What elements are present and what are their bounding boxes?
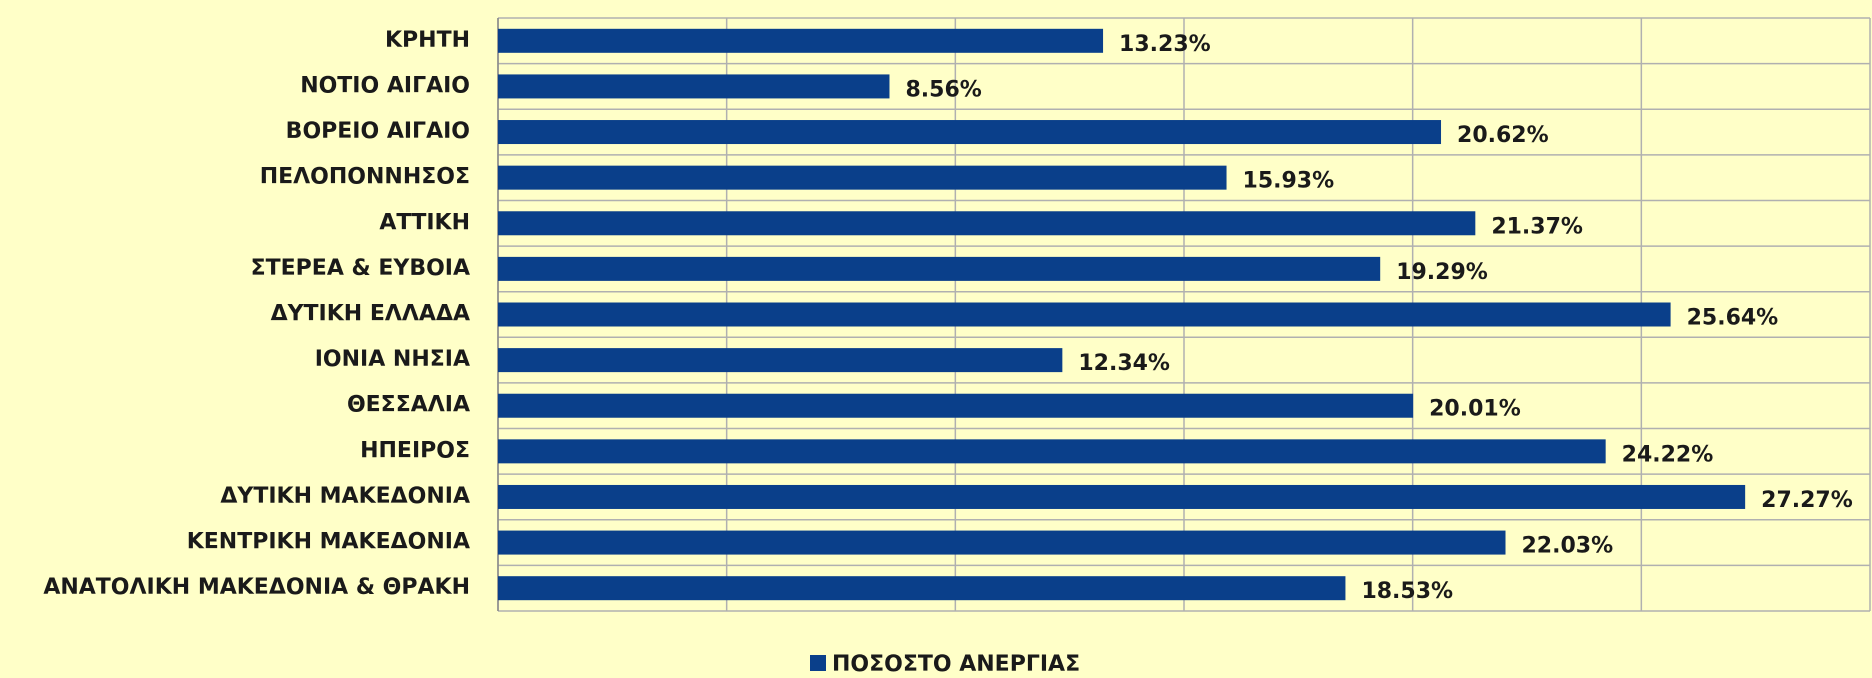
y-tick-label: ΑΤΤΙΚΗ <box>379 210 470 235</box>
value-label: 12.34% <box>1078 351 1170 376</box>
bar <box>498 484 1746 509</box>
y-tick-label: ΔΥΤΙΚΗ ΕΛΛΑΔΑ <box>271 302 470 327</box>
legend-label: ΠΟΣΟΣΤΟ ΑΝΕΡΓΙΑΣ <box>832 652 1080 677</box>
value-label: 27.27% <box>1761 488 1853 513</box>
bar <box>498 393 1414 418</box>
value-label: 8.56% <box>905 77 981 102</box>
bar <box>498 256 1381 281</box>
bar <box>498 348 1063 373</box>
y-tick-label: ΘΕΣΣΑΛΙΑ <box>347 393 470 418</box>
value-label: 18.53% <box>1361 579 1453 604</box>
y-tick-label: ΚΕΝΤΡΙΚΗ ΜΑΚΕΔΟΝΙΑ <box>187 530 470 555</box>
bar <box>498 576 1346 601</box>
bar <box>498 165 1227 190</box>
bar <box>498 120 1442 145</box>
y-tick-label: ΑΝΑΤΟΛΙΚΗ ΜΑΚΕΔΟΝΙΑ & ΘΡΑΚΗ <box>43 575 470 600</box>
value-label: 15.93% <box>1243 169 1335 194</box>
legend-swatch <box>810 655 826 671</box>
bar <box>498 74 890 99</box>
bar <box>498 439 1606 464</box>
y-tick-label: ΝΟΤΙΟ ΑΙΓΑΙΟ <box>300 73 470 98</box>
value-label: 22.03% <box>1522 534 1614 559</box>
bar <box>498 530 1506 555</box>
value-label: 24.22% <box>1622 442 1714 467</box>
value-label: 20.62% <box>1457 123 1549 148</box>
y-tick-label: ΣΤΕΡΕΑ & ΕΥΒΟΙΑ <box>251 256 470 281</box>
y-tick-label: ΙΟΝΙΑ ΝΗΣΙΑ <box>315 347 470 372</box>
y-tick-label: ΔΥΤΙΚΗ ΜΑΚΕΔΟΝΙΑ <box>220 484 470 509</box>
value-label: 19.29% <box>1396 260 1488 285</box>
bar <box>498 211 1476 236</box>
y-tick-label: ΚΡΗΤΗ <box>385 28 470 53</box>
y-tick-label: ΗΠΕΙΡΟΣ <box>360 438 470 463</box>
bar <box>498 28 1104 53</box>
value-label: 21.37% <box>1491 214 1583 239</box>
bar <box>498 302 1671 327</box>
y-tick-label: ΠΕΛΟΠΟΝΝΗΣΟΣ <box>260 165 470 190</box>
value-label: 25.64% <box>1687 306 1779 331</box>
y-tick-label: ΒΟΡΕΙΟ ΑΙΓΑΙΟ <box>286 119 470 144</box>
value-label: 13.23% <box>1119 32 1211 57</box>
value-label: 20.01% <box>1429 397 1521 422</box>
